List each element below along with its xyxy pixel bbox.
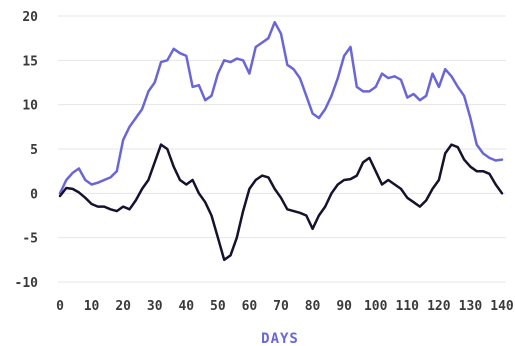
y-tick-label: 15 bbox=[22, 54, 38, 69]
y-axis-ticks: 20 15 10 5 0 -5 -10 bbox=[15, 10, 39, 291]
x-tick-label: 40 bbox=[178, 299, 194, 314]
x-tick-label: 50 bbox=[210, 299, 226, 314]
y-tick-label: 20 bbox=[22, 10, 38, 25]
y-tick-label: -5 bbox=[22, 232, 38, 247]
x-tick-label: 90 bbox=[336, 299, 352, 314]
series-lines bbox=[58, 20, 504, 262]
x-tick-label: 10 bbox=[84, 299, 100, 314]
x-axis-ticks: 0 10 20 30 40 50 60 70 80 90 100 110 120 130 140 bbox=[56, 299, 514, 314]
y-tick-label: 10 bbox=[22, 99, 38, 114]
x-axis-title: DAYS bbox=[261, 331, 299, 346]
x-tick-label: 0 bbox=[56, 299, 64, 314]
y-tick-label: 5 bbox=[30, 143, 38, 158]
x-tick-label: 60 bbox=[242, 299, 258, 314]
x-tick-label: 120 bbox=[427, 299, 451, 314]
x-tick-label: 80 bbox=[305, 299, 321, 314]
x-tick-label: 20 bbox=[115, 299, 131, 314]
x-tick-label: 100 bbox=[364, 299, 388, 314]
x-tick-label: 130 bbox=[459, 299, 483, 314]
x-tick-label: 110 bbox=[396, 299, 420, 314]
gridlines bbox=[58, 15, 506, 283]
x-tick-label: 140 bbox=[490, 299, 514, 314]
x-tick-label: 70 bbox=[273, 299, 289, 314]
x-tick-label: 30 bbox=[147, 299, 163, 314]
y-tick-label: 0 bbox=[30, 187, 38, 202]
series-line-2 bbox=[58, 143, 504, 262]
y-tick-label: -10 bbox=[15, 276, 39, 291]
series-line-1 bbox=[58, 20, 504, 195]
